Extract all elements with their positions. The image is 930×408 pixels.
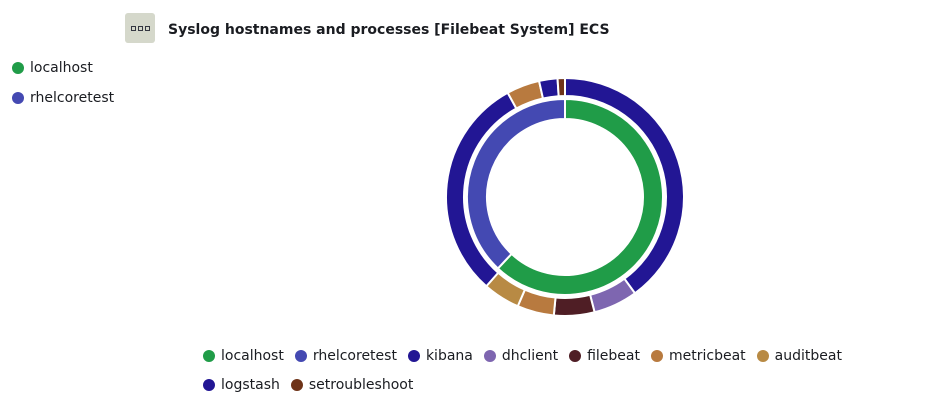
outer-slice-filebeat[interactable]	[552, 293, 596, 317]
legend-item-logstash[interactable]: logstash	[203, 376, 280, 394]
legend-dot-icon	[294, 350, 307, 362]
legend-label: localhost	[30, 60, 93, 76]
legend-item-setroubleshoot[interactable]: setroubleshoot	[290, 376, 414, 394]
legend-item-localhost[interactable]: localhost	[203, 347, 284, 365]
legend-dot-icon	[756, 350, 769, 362]
legend-label: localhost	[221, 348, 284, 364]
legend-item-filebeat[interactable]: filebeat	[569, 347, 640, 365]
legend-item-auditbeat[interactable]: auditbeat	[756, 347, 842, 365]
legend-dot-icon	[650, 350, 663, 362]
process-legend: localhost rhelcoretest kibana dhclient fileb…	[203, 347, 923, 405]
legend-item-rhelcoretest[interactable]: rhelcoretest	[294, 347, 397, 365]
legend-dot-icon	[483, 350, 496, 362]
legend-label: dhclient	[501, 348, 559, 364]
legend-label: setroubleshoot	[308, 377, 414, 393]
legend-label: kibana	[425, 348, 473, 364]
legend-label: rhelcoretest	[30, 90, 115, 106]
legend-item-rhelcoretest[interactable]: rhelcoretest	[12, 90, 114, 106]
legend-dot-icon	[407, 350, 420, 362]
legend-item-kibana[interactable]: kibana	[407, 347, 473, 365]
legend-dot-icon	[203, 379, 215, 391]
legend-label: rhelcoretest	[312, 348, 397, 364]
legend-label: metricbeat	[668, 348, 746, 364]
outer-slice-logstash[interactable]	[537, 77, 560, 100]
outer-slice-setroubleshoot[interactable]	[556, 76, 566, 98]
legend-dot-icon	[12, 92, 24, 104]
legend-item-dhclient[interactable]: dhclient	[483, 347, 559, 365]
panel-title: Syslog hostnames and processes [Filebeat…	[168, 22, 610, 38]
legend-item-localhost[interactable]: localhost	[12, 60, 114, 76]
ellipsis-icon	[130, 25, 150, 31]
inner-slice-localhost[interactable]	[496, 97, 664, 296]
legend-label: logstash	[221, 377, 280, 393]
legend-dot-icon	[290, 379, 303, 391]
legend-item-metricbeat[interactable]: metricbeat	[650, 347, 746, 365]
legend-dot-icon	[203, 350, 215, 362]
inner-slice-rhelcoretest[interactable]	[466, 97, 566, 270]
legend-label: auditbeat	[774, 348, 842, 364]
legend-dot-icon	[12, 62, 24, 74]
legend-label: filebeat	[587, 348, 640, 364]
legend-dot-icon	[569, 350, 582, 362]
host-legend: localhost rhelcoretest	[12, 60, 114, 120]
panel-options-button[interactable]	[125, 13, 155, 43]
